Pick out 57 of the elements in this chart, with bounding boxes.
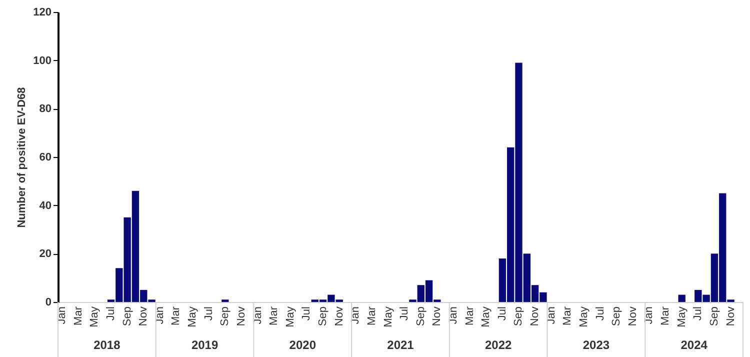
x-tick-label: Sep [512,306,525,326]
x-tick-label: Sep [121,306,134,326]
text: 2018 [94,338,121,352]
text: 2023 [582,338,610,352]
x-tick-label: Jan [154,306,166,324]
x-tick-label: Jan [643,306,656,324]
x-tick-label: Jul [594,306,606,321]
x-tick-label: Sep [708,306,720,326]
x-tick-label: May [382,306,394,328]
x-tick-label: Jul [202,306,215,321]
x-tick-label: May [186,306,199,328]
x-tick-label: Mar [660,306,672,326]
y-tick-label: 60 [39,152,52,164]
x-tick-label: Nov [529,306,542,326]
x-tick-label: Mar [464,306,476,326]
y-tick-label: 0 [45,296,52,308]
x-tick-label: Jan [448,306,460,324]
x-tick-label: Jul [496,306,508,321]
x-tick-label: Mar [366,306,378,326]
text: 2024 [680,338,708,352]
text: 2019 [191,338,218,352]
y-axis-title: Number of positive EV-D68 [16,87,28,228]
x-tick-label: Mar [268,306,280,326]
x-tick-label: Mar [170,306,182,326]
x-tick-label: May [578,306,590,328]
x-tick-label: Sep [610,306,623,326]
bar [678,294,686,302]
x-tick-label: Nov [235,306,248,326]
x-tick-label: Jul [105,306,118,321]
x-tick-label: Jan [252,306,264,324]
x-tick-label: Sep [414,306,427,326]
y-tick-label: 120 [33,6,52,18]
x-tick-label: Sep [317,306,330,326]
y-tick-label: 80 [39,103,52,116]
x-tick-label: Jul [692,306,704,321]
text: 2020 [289,338,316,352]
text: 2022 [485,338,512,352]
x-tick-label: Nov [724,306,737,326]
x-tick-label: Jan [545,306,558,324]
x-tick-label: Sep [219,306,232,326]
y-tick-label: 100 [33,54,52,67]
x-tick-label: Nov [626,306,639,326]
x-tick-label: May [284,306,296,328]
y-tick-label: 40 [39,200,52,212]
text: 2021 [387,338,414,352]
x-tick-label: Nov [431,306,444,326]
x-tick-label: Nov [138,306,150,326]
x-tick-label: Jan [350,306,362,324]
y-tick-label: 20 [39,248,52,260]
x-tick-label: May [480,306,492,328]
x-tick-label: May [676,306,688,328]
x-tick-label: Jul [398,306,411,321]
x-tick-label: Mar [562,306,574,326]
x-tick-label: Mar [72,306,84,326]
x-tick-label: Nov [333,306,346,326]
x-tick-label: May [88,306,101,328]
x-tick-label: Jul [300,306,313,321]
